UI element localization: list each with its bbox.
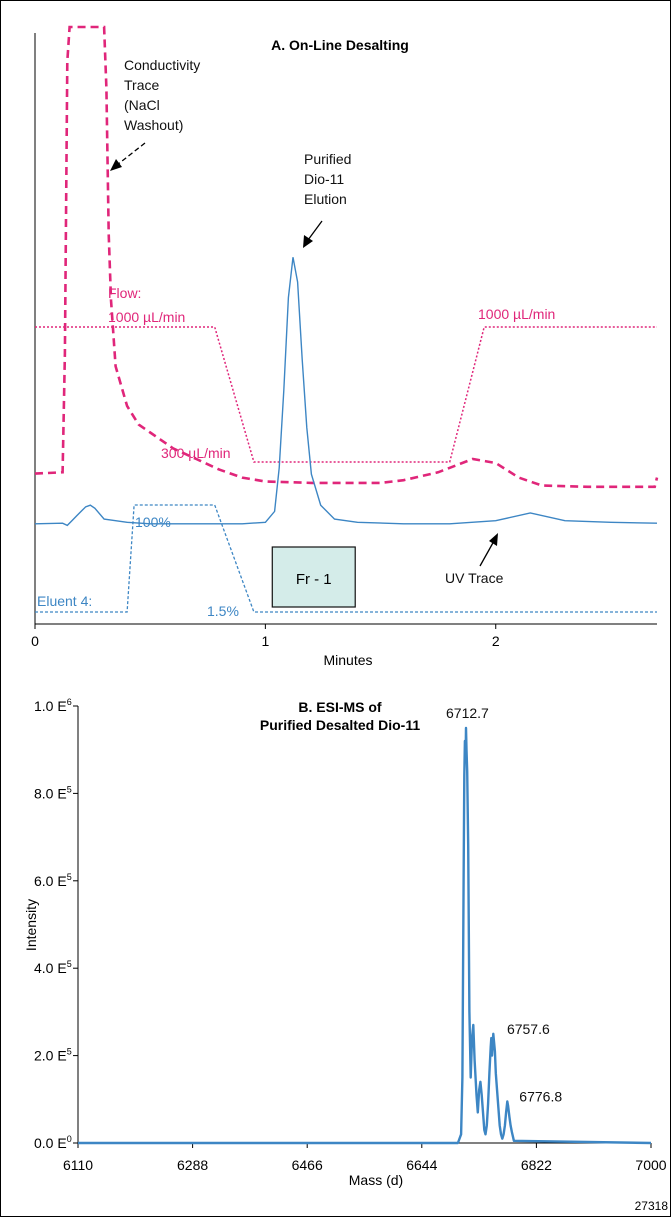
panel-b-title-line-2: Purified Desalted Dio-11: [260, 717, 420, 733]
panel-b-y-tick-label: 0.0 E0: [34, 1134, 72, 1151]
panel-b-x-tick-label: 6110: [63, 1157, 93, 1173]
panel-b-y-tick-exponent: 5: [67, 784, 72, 794]
panel-a-x-tick-label: 1: [261, 633, 269, 649]
panel-b-y-tick-label: 2.0 E5: [34, 1047, 72, 1064]
uv-series-line: [34, 257, 658, 527]
uv-trace-arrowhead: [489, 533, 498, 546]
panel-b-x-tick-label: 7000: [635, 1157, 666, 1173]
panel-b-esi-ms-chart: B. ESI-MS of Purified Desalted Dio-11 Ma…: [23, 697, 667, 1188]
panel-b-x-tick-label: 6288: [177, 1157, 208, 1173]
panel-b-y-tick-exponent: 5: [67, 1047, 72, 1057]
flow-annotations: Flow: 1000 µL/min 300 µL/min 1000 µL/min: [108, 285, 555, 461]
elution-annotation-line-1: Purified: [304, 151, 351, 167]
flow-label: Flow:: [108, 285, 141, 301]
conductivity-annotation: Conductivity Trace (NaCl Washout): [124, 57, 200, 133]
panel-b-y-tick-label: 8.0 E5: [34, 784, 72, 801]
panel-b-y-tick-label: 4.0 E5: [34, 959, 72, 976]
panel-b-x-tick-label: 6466: [292, 1157, 323, 1173]
esi-ms-series-line: [78, 726, 652, 1145]
conductivity-arrow: [116, 142, 146, 166]
conductivity-annotation-line-4: Washout): [124, 117, 183, 133]
elution-annotation-line-3: Elution: [304, 191, 347, 207]
elution-annotation-line-2: Dio-11: [304, 171, 344, 187]
panel-b-x-tick-label: 6822: [521, 1157, 552, 1173]
eluent-label: Eluent 4:: [37, 593, 92, 609]
flow-low-label: 300 µL/min: [161, 445, 231, 461]
panel-a-x-tick-label: 0: [31, 633, 39, 649]
fraction-label: Fr - 1: [296, 571, 332, 588]
conductivity-annotation-line-3: (NaCl: [124, 97, 160, 113]
panel-a-x-axis-label: Minutes: [323, 652, 372, 668]
flow-high-right-label: 1000 µL/min: [478, 306, 555, 322]
flow-high-left-label: 1000 µL/min: [108, 309, 185, 325]
eluent-high-label: 100%: [135, 514, 171, 530]
eluent-low-label: 1.5%: [207, 603, 239, 619]
elution-annotation: Purified Dio-11 Elution: [304, 151, 351, 207]
uv-trace-arrow: [479, 540, 495, 567]
panel-b-y-tick-exponent: 0: [67, 1134, 72, 1144]
panel-b-y-tick-exponent: 5: [67, 872, 72, 882]
elution-arrowhead: [303, 235, 313, 248]
uv-trace-label: UV Trace: [445, 570, 504, 586]
peak-label: 6776.8: [519, 1088, 562, 1104]
flow-rate-series-line: [35, 326, 657, 463]
panel-b-y-tick-label: 1.0 E6: [34, 697, 72, 714]
panel-a-tick-labels: 0 1 2: [31, 624, 500, 649]
conductivity-series-line: [34, 25, 659, 489]
peak-label: 6757.6: [507, 1021, 550, 1037]
conductivity-annotation-line-2: Trace: [124, 77, 159, 93]
panel-b-x-axis-label: Mass (d): [349, 1172, 403, 1188]
fraction-box-fr1: [271, 546, 356, 608]
elution-arrow: [307, 220, 323, 241]
panel-a-title: A. On-Line Desalting: [271, 37, 409, 53]
panel-a-x-tick-label: 2: [492, 633, 500, 649]
peak-labels: 6712.7 6757.6 6776.8: [446, 705, 562, 1105]
panel-b-y-tick-exponent: 5: [67, 959, 72, 969]
panel-b-y-tick-exponent: 6: [67, 697, 72, 707]
conductivity-annotation-line-1: Conductivity: [124, 57, 200, 73]
peak-label: 6712.7: [446, 705, 489, 721]
panel-b-y-tick-label: 6.0 E5: [34, 872, 72, 889]
conductivity-arrowhead: [110, 159, 122, 171]
eluent-gradient-series-line: [35, 504, 657, 613]
panel-b-title-line-1: B. ESI-MS of: [298, 699, 382, 715]
figure-number: 27318: [635, 1199, 669, 1213]
panel-b-y-axis-label: Intensity: [23, 899, 39, 951]
panel-b-x-tick-label: 6644: [406, 1157, 437, 1173]
panel-b-tick-labels: 6110 6288 6466 6644 6822 7000 0.0 E0 2.0 E5 4.0 …: [34, 697, 667, 1173]
eluent-annotations: Eluent 4: 100% 1.5%: [37, 514, 239, 619]
